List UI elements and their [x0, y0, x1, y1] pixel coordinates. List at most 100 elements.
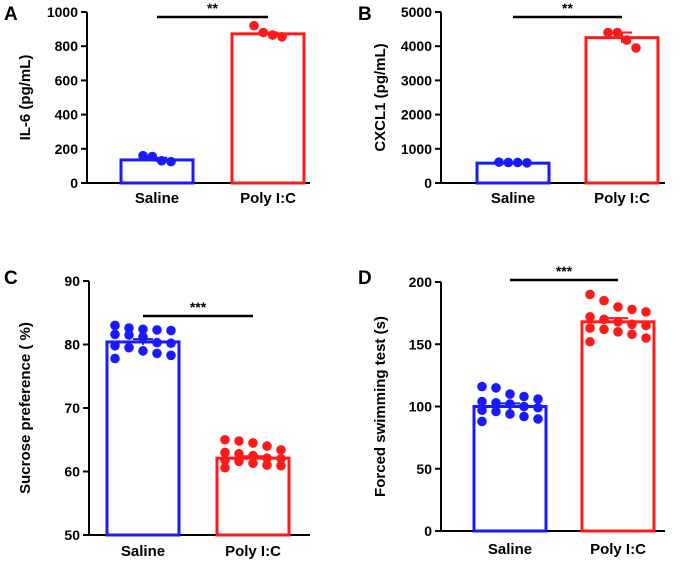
panel-b-significance-label: **: [562, 0, 573, 16]
panel-b-point-polyic: [612, 27, 623, 38]
panel-c-y-tick-label: 70: [64, 400, 80, 416]
panel-b-y-tick-label: 4000: [401, 38, 432, 54]
panel-c-point-polyic: [220, 455, 230, 465]
panel-d-point-saline: [491, 397, 501, 408]
panel-c-point-saline: [166, 350, 176, 361]
panel-d-point-polyic: [599, 324, 609, 335]
panel-d-bar-polyic: [580, 320, 656, 533]
panel-c-point-polyic: [262, 453, 272, 463]
panel-d-point-saline: [477, 381, 487, 392]
panel-d-point-saline: [519, 401, 529, 412]
panel-a-y-tick-label: 800: [55, 38, 79, 54]
panel-c-point-polyic: [220, 434, 230, 445]
panel-d-point-saline: [477, 396, 487, 407]
panel-a-point-saline: [156, 155, 167, 166]
panel-a-point-saline: [147, 151, 158, 162]
panel-d-category-label: Saline: [488, 541, 532, 558]
panel-c-point-saline: [124, 330, 134, 340]
panel-b-y-tick-label: 2000: [401, 107, 432, 123]
panel-c-letter: C: [4, 268, 18, 289]
panel-c-point-polyic: [262, 441, 272, 451]
panel-d-point-polyic: [613, 317, 623, 327]
panel-d-point-polyic: [641, 307, 651, 317]
panel-c-y-tick-label: 50: [64, 527, 80, 543]
panel-b-y-axis-label: CXCL1 (pg/mL): [372, 43, 389, 151]
panel-d-point-polyic: [613, 302, 623, 312]
panel-a-bar-polyic: [230, 32, 306, 185]
panel-d-y-tick-label: 100: [409, 399, 433, 415]
panel-b-category-label: Saline: [491, 190, 535, 207]
panel-b-point-saline: [512, 157, 523, 168]
panel-a-category-label: Poly I:C: [240, 190, 296, 207]
panel-a-y-tick-label: 0: [70, 175, 78, 191]
panel-b-bar-polyic: [584, 36, 660, 185]
panel-b-point-polyic: [631, 43, 641, 53]
panel-d-point-polyic: [599, 295, 609, 306]
panel-d-letter: D: [358, 268, 372, 289]
panel-c-point-polyic: [248, 438, 258, 448]
panel-a-category-label: Saline: [135, 190, 179, 207]
panel-a-y-tick-label: 600: [55, 72, 79, 88]
panel-d-y-tick-label: 0: [424, 523, 432, 539]
panel-c-point-polyic: [234, 448, 244, 459]
panel-c-bar-saline: [105, 340, 181, 537]
panel-c-point-saline: [110, 329, 120, 340]
panel-c-point-polyic: [276, 445, 286, 455]
panel-d-point-polyic: [599, 314, 609, 325]
panel-c-point-saline: [152, 337, 162, 348]
panel-c-category-label: Poly I:C: [225, 543, 281, 560]
panel-c-point-saline: [110, 340, 120, 351]
panel-d-significance-label: ***: [556, 263, 573, 279]
panel-c-y-tick-label: 80: [64, 337, 80, 353]
panel-d-point-polyic: [585, 312, 595, 322]
panel-b-point-polyic: [621, 35, 632, 45]
panel-b-category-label: Poly I:C: [594, 190, 650, 207]
panel-c-significance-label: ***: [190, 299, 207, 315]
panel-c-point-saline: [110, 353, 120, 364]
panel-c-point-saline: [138, 346, 148, 356]
panel-b-point-polyic: [603, 27, 613, 38]
panel-c-point-polyic: [220, 462, 230, 473]
panel-a-point-polyic: [249, 20, 259, 31]
panel-a-significance-label: **: [207, 0, 218, 16]
panel-a-point-polyic: [267, 30, 278, 40]
panel-d-point-saline: [533, 394, 543, 404]
panel-d-point-saline: [491, 406, 501, 417]
panel-c-point-saline: [124, 323, 134, 333]
panel-c-point-polyic: [262, 460, 272, 470]
panel-c-point-saline: [152, 348, 162, 359]
panel-b-point-saline: [503, 157, 514, 168]
panel-d-point-polyic: [641, 320, 651, 331]
panel-d-point-polyic: [585, 289, 595, 300]
panel-c-y-axis-label: Sucrose preference ( %): [17, 322, 34, 494]
panel-d-y-tick-label: 200: [409, 274, 433, 290]
panel-d-point-polyic: [627, 319, 637, 330]
panel-b-bar-saline: [475, 161, 551, 185]
panel-a-letter: A: [4, 4, 18, 25]
panel-c-point-polyic: [248, 450, 258, 461]
panel-d-point-saline: [505, 409, 515, 419]
panel-d-point-saline: [519, 411, 529, 422]
panel-d-point-polyic: [585, 323, 595, 333]
panel-d-point-saline: [491, 383, 501, 393]
panel-a-point-polyic: [277, 31, 287, 42]
panel-a-point-polyic: [258, 27, 269, 38]
panel-c-y-tick-label: 90: [64, 273, 80, 289]
panel-c-point-polyic: [234, 436, 244, 446]
panel-a-point-saline: [166, 156, 176, 167]
panel-b-y-tick-label: 3000: [401, 72, 432, 88]
panel-d-y-axis-label: Forced swimming test (s): [372, 316, 389, 497]
panel-c-point-polyic: [248, 458, 258, 469]
panel-d-point-polyic: [641, 333, 651, 343]
panel-c-point-polyic: [234, 456, 244, 467]
panel-d-point-polyic: [627, 329, 637, 340]
panel-c-point-polyic: [276, 454, 286, 464]
panel-b-y-tick-label: 5000: [401, 4, 432, 20]
panel-c-y-tick-label: 60: [64, 464, 80, 480]
panel-c-point-saline: [152, 325, 162, 335]
panel-c-point-polyic: [220, 447, 230, 458]
panel-d-category-label: Poly I:C: [590, 541, 646, 558]
panel-a-y-tick-label: 400: [55, 107, 79, 123]
panel-d-point-polyic: [613, 327, 623, 337]
